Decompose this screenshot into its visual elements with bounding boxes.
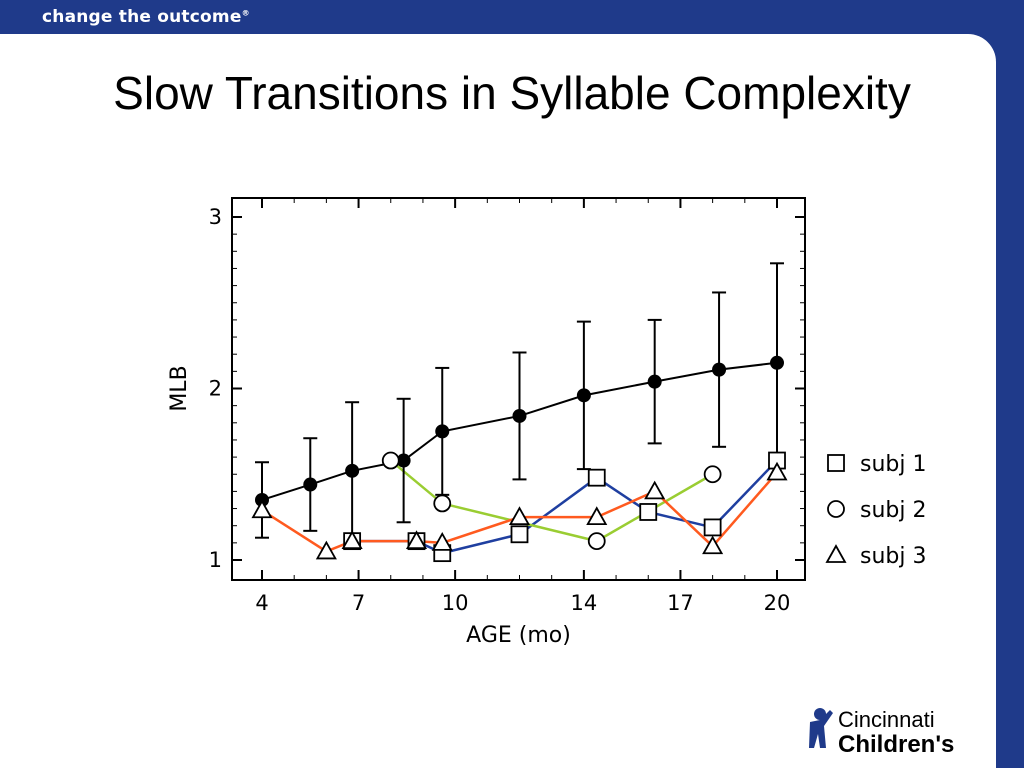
legend-marker-square (827, 454, 845, 472)
mean-point (345, 463, 360, 478)
x-tick-label: 17 (667, 591, 694, 615)
mean-line (261, 361, 778, 501)
logo-line2: Children's (838, 731, 954, 758)
legend-label: subj 3 (860, 544, 926, 569)
mean-point (303, 477, 318, 492)
point-subj-1 (510, 525, 529, 544)
point-subj-2 (703, 465, 722, 484)
tagline: change the outcome® (42, 7, 250, 27)
point-subj-2 (587, 532, 606, 551)
x-tick-label: 10 (442, 591, 469, 615)
x-tick-label: 4 (255, 591, 268, 615)
y-tick-label: 3 (209, 205, 222, 229)
y-tick-label: 1 (209, 548, 222, 572)
y-axis-label: MLB (167, 365, 192, 411)
cincinnati-childrens-logo: Cincinnati Children's (809, 707, 954, 758)
point-subj-3 (431, 532, 453, 551)
point-subj-3 (766, 461, 788, 481)
point-subj-1 (703, 518, 722, 537)
slide-panel (0, 34, 996, 768)
legend-marker-circle (827, 500, 845, 518)
mean-point (770, 355, 784, 370)
point-subj-1 (639, 503, 658, 521)
point-subj-3 (644, 480, 666, 500)
point-subj-3 (251, 499, 273, 519)
logo-line1: Cincinnati (838, 707, 935, 732)
legend-label: subj 2 (860, 498, 926, 523)
mean-point (435, 424, 450, 439)
point-subj-3 (586, 506, 608, 526)
x-tick-label: 7 (352, 591, 365, 615)
y-tick-label: 2 (209, 377, 222, 401)
legend-marker-triangle (825, 544, 847, 563)
legend-label: subj 1 (860, 452, 926, 477)
point-subj-1 (587, 468, 606, 487)
point-subj-2 (433, 494, 452, 513)
top-banner: change the outcome® (0, 0, 1024, 34)
point-subj-3 (315, 540, 337, 560)
mean-point (512, 408, 527, 423)
tagline-text: change the outcome (42, 7, 242, 27)
mean-point (576, 388, 591, 403)
x-axis-label: AGE (mo) (466, 623, 571, 648)
mean-point (712, 362, 727, 377)
registered-mark: ® (241, 8, 250, 18)
point-subj-2 (381, 451, 400, 470)
point-subj-3 (508, 506, 531, 526)
point-subj-3 (405, 530, 428, 550)
mean-point (396, 453, 411, 468)
point-subj-3 (702, 535, 724, 555)
series-line-subj-3 (261, 471, 778, 553)
x-tick-label: 20 (764, 591, 791, 615)
mlb-chart: 1 2 3 4 7 10 14 17 20 AGE (mo) MLB subj 1 subj 2 subj… (167, 197, 926, 648)
point-subj-3 (341, 530, 363, 550)
slide-title: Slow Transitions in Syllable Complexity (113, 67, 911, 119)
mean-point (647, 374, 662, 389)
child-figure-icon (809, 708, 833, 748)
x-tick-label: 14 (571, 591, 598, 615)
